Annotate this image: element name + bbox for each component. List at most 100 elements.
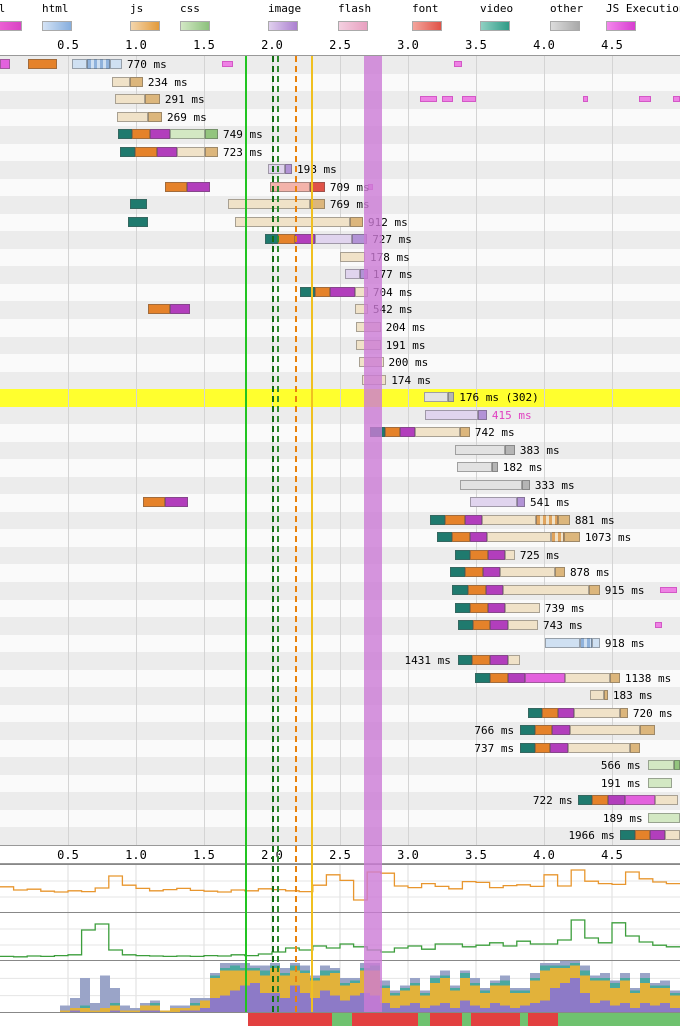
- request-bar-segment-jsd[interactable]: [640, 725, 655, 736]
- request-bar-segment-dns[interactable]: [436, 532, 452, 543]
- request-bar-segment-con[interactable]: [471, 655, 490, 666]
- request-bar-segment-otd[interactable]: [504, 444, 515, 455]
- request-bar-segment-jsl[interactable]: [414, 427, 460, 438]
- request-bar-segment-jsl[interactable]: [507, 620, 538, 631]
- request-bar-segment-ssl[interactable]: [187, 181, 210, 192]
- request-bar-segment-fnl[interactable]: [269, 181, 310, 192]
- request-row[interactable]: 709 ms: [0, 178, 680, 197]
- request-bar-segment-con[interactable]: [467, 585, 486, 595]
- request-row[interactable]: 769 ms: [0, 196, 680, 214]
- request-bar-segment-dns[interactable]: [429, 514, 445, 525]
- request-bar-segment-jsd[interactable]: [603, 690, 608, 701]
- request-bar-segment-jsd[interactable]: [349, 216, 363, 227]
- request-bar-segment-jsl[interactable]: [499, 567, 555, 578]
- request-bar-segment-otd[interactable]: [521, 479, 530, 490]
- request-bar-segment-imd[interactable]: [477, 409, 487, 420]
- request-bar-segment-con[interactable]: [164, 181, 187, 192]
- request-bar-segment-dns[interactable]: [119, 146, 135, 157]
- request-bar-segment-ssl[interactable]: [464, 514, 482, 525]
- request-bar-segment-dns[interactable]: [127, 216, 148, 227]
- request-bar-segment-jsl[interactable]: [507, 655, 520, 666]
- request-bar-segment-ssl[interactable]: [489, 655, 508, 666]
- request-bar-segment-jsl[interactable]: [481, 514, 537, 525]
- request-bar-segment-ssl[interactable]: [399, 427, 415, 438]
- request-bar-segment-jsl[interactable]: [665, 830, 680, 841]
- request-bar-segment-iml[interactable]: [267, 164, 285, 175]
- request-bar-segment-otd[interactable]: [447, 392, 455, 403]
- request-bar-segment-ssl[interactable]: [607, 795, 625, 806]
- request-bar-segment-con[interactable]: [131, 129, 150, 140]
- request-bar-segment-htl[interactable]: [71, 59, 88, 69]
- request-bar-segment-con[interactable]: [534, 742, 550, 753]
- request-bar-segment-ssl[interactable]: [549, 742, 568, 753]
- request-bar-segment-ssl[interactable]: [487, 549, 505, 560]
- request-bar-segment-jsx[interactable]: [0, 59, 11, 69]
- request-bar-segment-ssl[interactable]: [507, 672, 525, 683]
- request-bar-segment-jsl[interactable]: [361, 374, 387, 385]
- request-bar-segment-dns[interactable]: [519, 742, 535, 753]
- request-bar-segment-hts[interactable]: [87, 59, 111, 69]
- request-bar-segment-ssl[interactable]: [650, 830, 666, 841]
- request-bar-segment-ssl[interactable]: [469, 532, 487, 543]
- request-bar-segment-con[interactable]: [592, 795, 608, 806]
- request-bar-segment-con[interactable]: [469, 549, 488, 560]
- request-bar-segment-otl[interactable]: [424, 392, 448, 403]
- request-bar-segment-dns[interactable]: [369, 427, 385, 438]
- request-bar-segment-jsl[interactable]: [354, 286, 368, 297]
- request-bar-segment-dns[interactable]: [457, 620, 473, 631]
- request-bar-segment-ssl[interactable]: [164, 497, 188, 508]
- request-bar-segment-imd[interactable]: [352, 234, 368, 245]
- request-bar-segment-ssl[interactable]: [485, 585, 503, 595]
- request-bar-segment-jsl[interactable]: [573, 707, 620, 718]
- request-bar-segment-ssl[interactable]: [329, 286, 355, 297]
- request-bar-segment-con[interactable]: [472, 620, 490, 631]
- request-bar-segment-con[interactable]: [314, 286, 330, 297]
- request-bar-segment-con[interactable]: [469, 602, 488, 613]
- request-bar-segment-ssl[interactable]: [156, 146, 177, 157]
- request-bar-segment-imd[interactable]: [284, 164, 292, 175]
- request-bar-segment-jsl[interactable]: [176, 146, 205, 157]
- request-bar-segment-iml[interactable]: [469, 497, 517, 508]
- request-bar-segment-iml[interactable]: [424, 409, 478, 420]
- request-bar-segment-jsd[interactable]: [629, 742, 640, 753]
- request-bar-segment-dns[interactable]: [454, 602, 470, 613]
- request-bar-segment-ssl[interactable]: [150, 129, 170, 140]
- request-bar-segment-jsl[interactable]: [356, 339, 381, 350]
- request-bar-segment-jsl[interactable]: [502, 585, 589, 595]
- request-bar-segment-con[interactable]: [142, 497, 165, 508]
- request-bar-segment-jsd[interactable]: [619, 707, 628, 718]
- request-bar-segment-otl[interactable]: [459, 479, 522, 490]
- request-bar-segment-dns[interactable]: [457, 655, 472, 666]
- request-bar-segment-ssl[interactable]: [558, 707, 574, 718]
- request-bar-segment-jsl[interactable]: [116, 111, 148, 122]
- request-bar-segment-jsl[interactable]: [486, 532, 551, 543]
- request-bar-segment-con[interactable]: [541, 707, 558, 718]
- request-bar-segment-ssl[interactable]: [482, 567, 500, 578]
- request-bar-segment-jsl[interactable]: [340, 251, 366, 262]
- request-bar-segment-jsl[interactable]: [569, 725, 640, 736]
- request-bar-segment-jsd[interactable]: [564, 532, 580, 543]
- request-bar-segment-jsd[interactable]: [144, 94, 160, 105]
- request-bar-segment-jsl[interactable]: [359, 357, 384, 368]
- request-bar-segment-hts[interactable]: [579, 637, 592, 648]
- request-bar-segment-jsl[interactable]: [111, 76, 130, 87]
- request-bar-segment-dns[interactable]: [449, 567, 465, 578]
- request-bar-segment-ssl[interactable]: [552, 725, 570, 736]
- request-bar-segment-csl[interactable]: [170, 129, 205, 140]
- request-bar-segment-csd[interactable]: [204, 129, 218, 140]
- request-bar-segment-jsl[interactable]: [654, 795, 678, 806]
- request-row[interactable]: 704 ms: [0, 283, 680, 302]
- request-bar-segment-con[interactable]: [489, 672, 508, 683]
- request-bar-segment-dns[interactable]: [299, 286, 315, 297]
- request-bar-segment-dns[interactable]: [451, 585, 468, 595]
- request-bar-segment-ssl[interactable]: [487, 602, 505, 613]
- request-bar-segment-jsd[interactable]: [554, 567, 565, 578]
- request-bar-segment-jsx[interactable]: [524, 672, 565, 683]
- request-bar-segment-con[interactable]: [28, 59, 58, 69]
- request-bar-segment-jsd[interactable]: [130, 76, 143, 87]
- request-bar-segment-jsd[interactable]: [609, 672, 620, 683]
- request-bar-segment-csl[interactable]: [648, 777, 672, 788]
- request-bar-segment-jsd[interactable]: [557, 514, 570, 525]
- request-bar-segment-ssl[interactable]: [489, 620, 508, 631]
- request-bar-segment-dns[interactable]: [454, 549, 470, 560]
